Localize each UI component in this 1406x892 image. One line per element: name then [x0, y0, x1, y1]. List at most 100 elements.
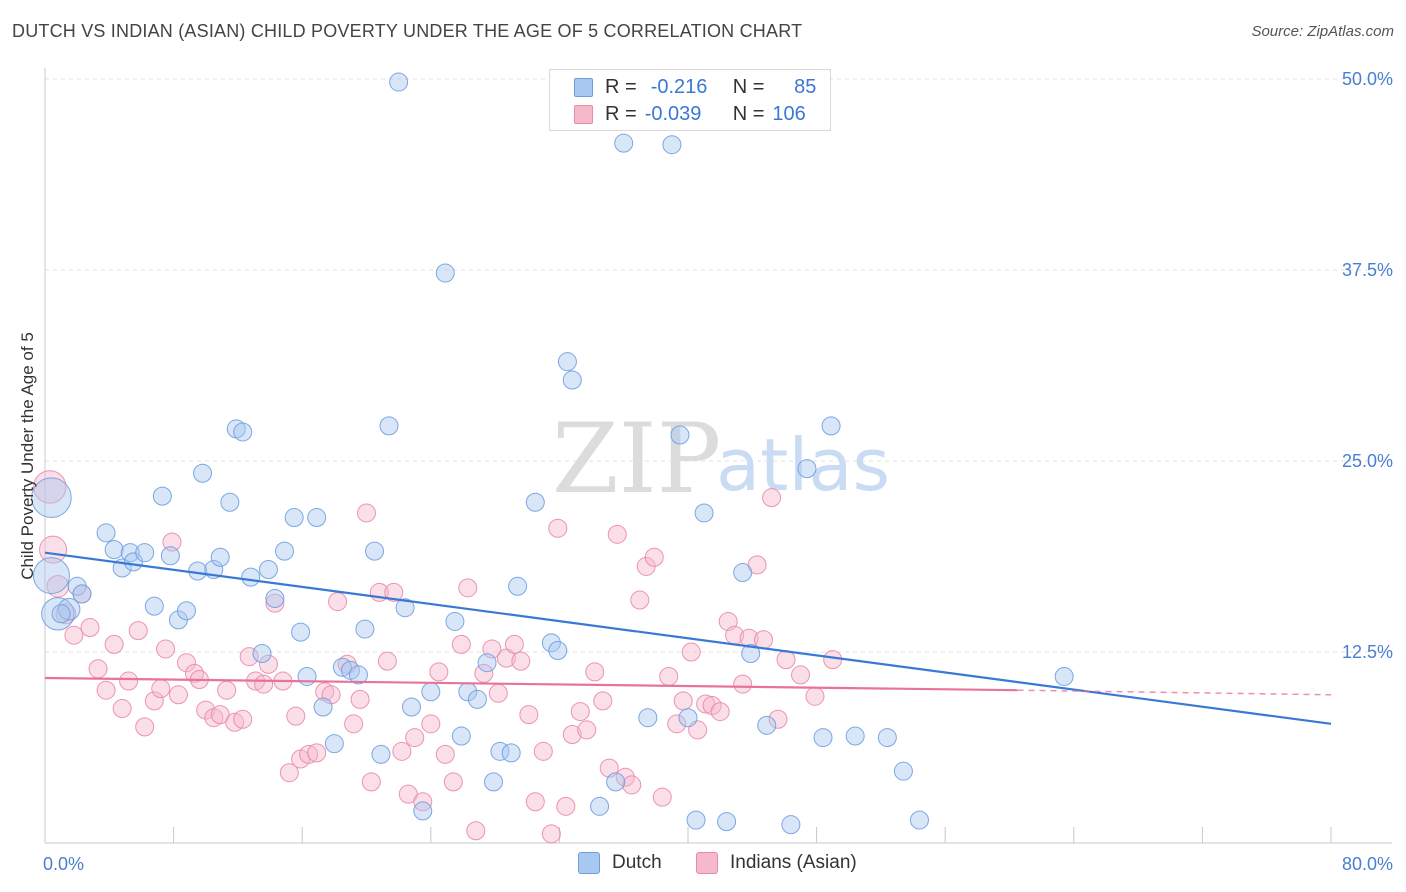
legend-r-value-indian: -0.039 — [644, 102, 702, 125]
indian-point — [39, 535, 68, 564]
indian-point — [762, 488, 782, 508]
indian-point — [562, 725, 582, 745]
indian-point — [328, 592, 348, 612]
indian-point — [504, 634, 524, 654]
dutch-points — [31, 72, 1074, 835]
dutch-point — [152, 486, 172, 506]
indian-point — [156, 639, 176, 659]
dutch-point — [313, 697, 333, 717]
indian-point — [233, 709, 253, 729]
legend-swatch-indian — [574, 104, 593, 124]
dutch-point — [413, 801, 433, 821]
dutch-point — [757, 715, 777, 735]
dutch-point — [797, 459, 817, 479]
indian-point — [80, 618, 100, 638]
watermark: ZIP atlas — [552, 403, 890, 515]
dutch-point — [348, 665, 368, 685]
indian-point — [776, 650, 796, 670]
indian-point — [162, 532, 182, 552]
dutch-point — [144, 596, 164, 616]
dutch-point — [284, 508, 304, 528]
dutch-point — [252, 644, 272, 664]
dutch-point — [241, 567, 261, 587]
indian-point — [258, 654, 278, 674]
indian-point — [405, 728, 425, 748]
indian-point — [151, 679, 171, 699]
indian-point — [451, 634, 471, 654]
legend-r-label: R = — [605, 102, 637, 125]
indian-point — [112, 699, 132, 719]
legend-row-indian: R = -0.039 N = 106 — [574, 103, 812, 125]
dutch-point — [291, 622, 311, 642]
dutch-point — [717, 812, 737, 832]
indian-point — [196, 700, 216, 720]
dutch-point — [845, 726, 865, 746]
dutch-point — [501, 743, 521, 763]
dutch-point — [265, 589, 285, 609]
chart-title: DUTCH VS INDIAN (ASIAN) CHILD POVERTY UN… — [12, 21, 803, 41]
y-tick-label: 12.5% — [1342, 642, 1393, 662]
indian-point — [55, 603, 77, 625]
indian-point — [392, 741, 412, 761]
dutch-point — [483, 772, 503, 792]
legend-row-dutch: R = -0.216 N = 85 — [574, 76, 816, 98]
legend-n-value-dutch: 85 — [794, 75, 817, 98]
dutch-point — [451, 726, 471, 746]
indian-point — [168, 685, 188, 705]
dutch-point — [557, 352, 577, 372]
dutch-point — [590, 796, 610, 816]
dutch-point — [606, 772, 626, 792]
indian-point — [644, 547, 664, 567]
indian-point — [541, 824, 561, 844]
series-legend: Dutch Indians (Asian) — [0, 852, 1406, 878]
indian-point — [361, 772, 381, 792]
indian-point — [265, 593, 285, 613]
indian-point — [350, 689, 370, 709]
indian-point — [681, 642, 701, 662]
dutch-point — [694, 503, 714, 523]
indian-point — [733, 674, 753, 694]
dutch-point — [670, 425, 690, 445]
series-label-indian: Indians (Asian) — [730, 852, 857, 873]
dutch-point — [188, 561, 208, 581]
indian-point — [46, 574, 70, 598]
indian-point — [119, 671, 139, 691]
dutch-point — [32, 557, 70, 595]
dutch-point — [135, 543, 155, 563]
indian-point — [135, 717, 155, 737]
dutch-point — [445, 611, 465, 631]
series-swatch-indian — [696, 852, 718, 874]
dutch-point — [193, 463, 213, 483]
dutch-point — [365, 541, 385, 561]
legend-n-label: N = — [732, 102, 765, 125]
trendline-indian-extension — [1017, 689, 1332, 696]
dutch-point — [477, 653, 497, 673]
dutch-point — [307, 508, 327, 528]
indian-point — [254, 674, 274, 694]
dutch-point — [220, 492, 240, 512]
indian-point — [421, 714, 441, 734]
indian-point — [768, 709, 788, 729]
dutch-point — [297, 666, 317, 686]
dutch-point — [733, 563, 753, 583]
indian-point — [443, 772, 463, 792]
indian-point — [488, 683, 508, 703]
dutch-point — [686, 810, 706, 830]
dutch-point — [324, 734, 344, 754]
indian-point — [286, 706, 306, 726]
dutch-point — [893, 761, 913, 781]
legend-swatch-dutch — [574, 77, 593, 97]
dutch-point — [275, 541, 295, 561]
indian-point — [458, 578, 478, 598]
indian-point — [659, 666, 679, 686]
legend-n-value-indian: 106 — [772, 102, 806, 125]
dutch-point — [662, 135, 682, 155]
dutch-point — [877, 728, 897, 748]
indian-point — [630, 590, 650, 610]
indian-point — [384, 582, 404, 602]
dutch-point — [389, 72, 409, 92]
dutch-point — [258, 559, 278, 579]
indian-point — [176, 653, 196, 673]
dutch-point — [548, 640, 568, 660]
dutch-point — [435, 263, 455, 283]
